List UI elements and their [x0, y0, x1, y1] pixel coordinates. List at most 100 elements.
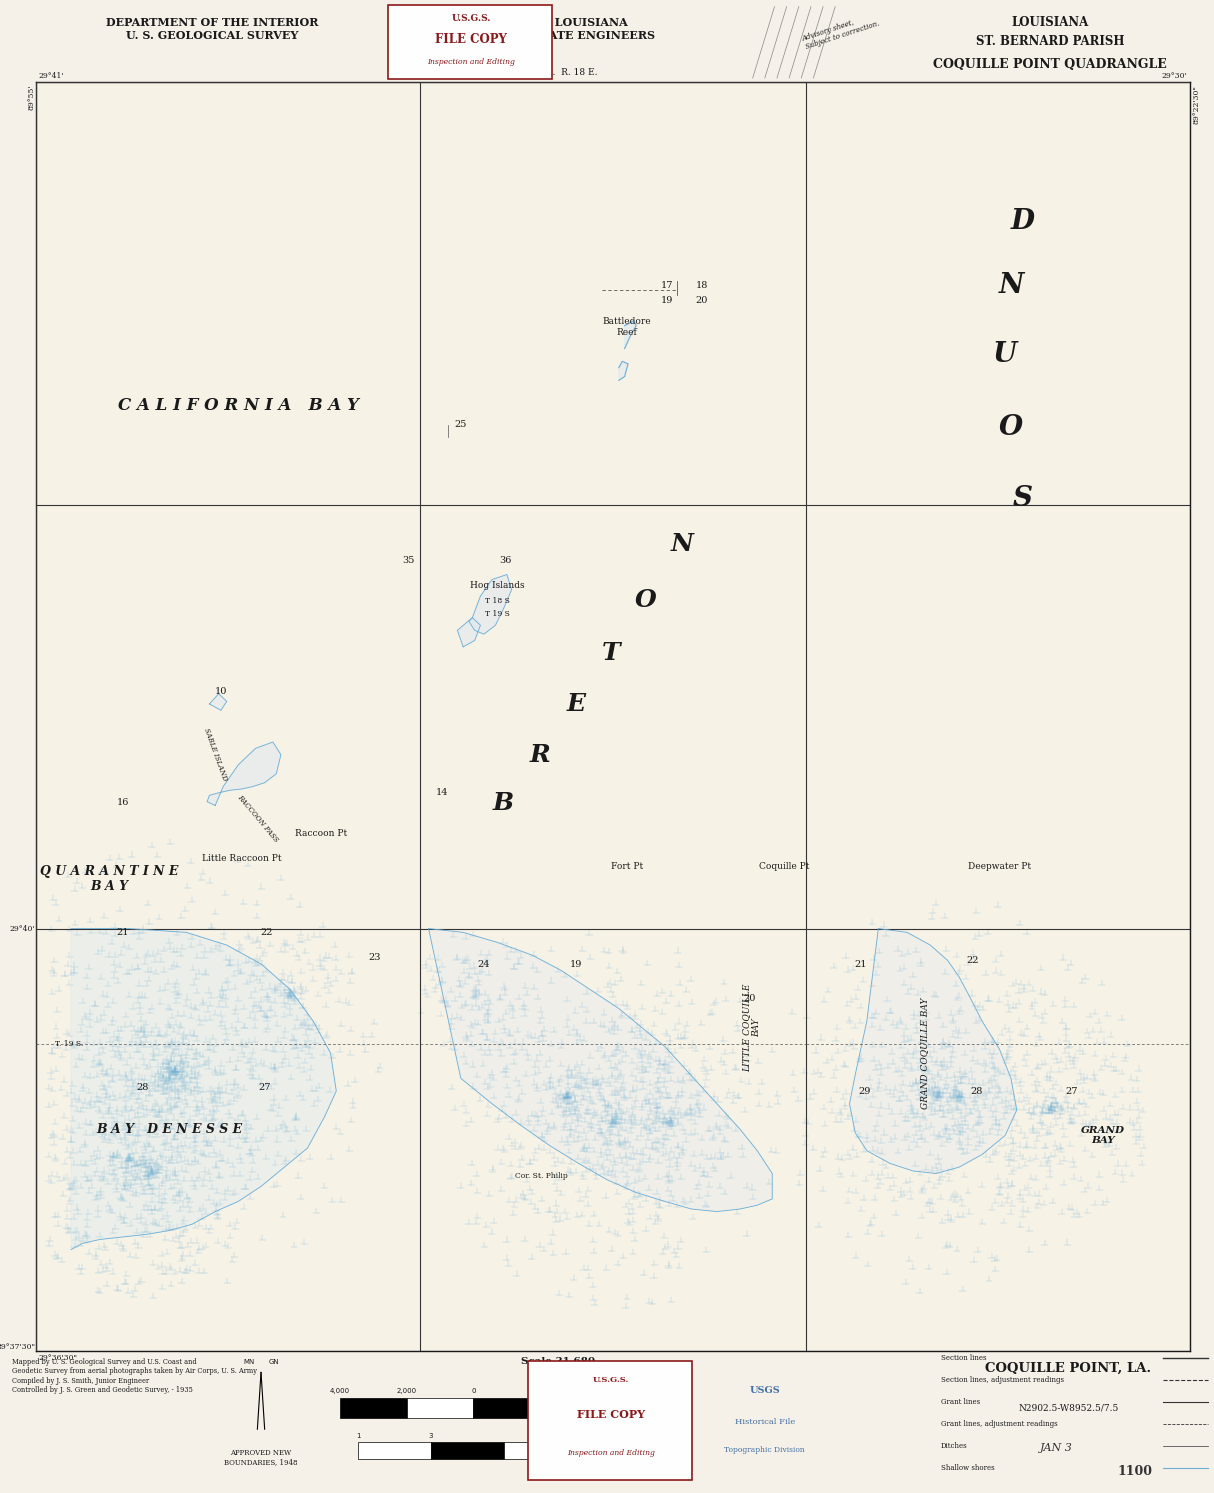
Text: 14: 14: [436, 788, 449, 797]
Text: T: T: [601, 640, 620, 666]
Text: 21: 21: [855, 960, 867, 969]
Text: GN: GN: [270, 1359, 279, 1365]
Text: 8,000 Feet: 8,000 Feet: [589, 1387, 625, 1394]
Text: Little Raccoon Pt: Little Raccoon Pt: [202, 854, 282, 863]
Text: 18: 18: [696, 281, 708, 290]
Text: 19: 19: [571, 960, 583, 969]
Text: 21: 21: [117, 927, 129, 938]
Text: DEPARTMENT OF THE INTERIOR
U. S. GEOLOGICAL SURVEY: DEPARTMENT OF THE INTERIOR U. S. GEOLOGI…: [107, 16, 318, 40]
Text: Mapped by U. S. Geological Survey and U.S. Coast and
Geodetic Survey from aerial: Mapped by U. S. Geological Survey and U.…: [12, 1359, 257, 1394]
Text: 29°36'30": 29°36'30": [39, 1354, 78, 1362]
Text: 16: 16: [117, 799, 129, 808]
Text: N: N: [998, 272, 1023, 299]
Bar: [431, 1442, 504, 1459]
Bar: [340, 1397, 407, 1418]
Text: LITTLE COQUILLE
BAY: LITTLE COQUILLE BAY: [742, 984, 761, 1072]
Text: 25: 25: [455, 420, 467, 430]
Text: Raccoon Pt: Raccoon Pt: [295, 829, 347, 838]
Text: 36: 36: [500, 555, 512, 564]
Polygon shape: [209, 694, 227, 711]
Text: 1100: 1100: [1118, 1465, 1152, 1478]
Text: 3: 3: [429, 1433, 433, 1439]
Text: O: O: [635, 588, 657, 612]
Text: 28: 28: [136, 1082, 148, 1091]
Text: 2 Kilometers: 2 Kilometers: [555, 1433, 599, 1439]
Text: 24: 24: [477, 960, 490, 969]
Text: Grant lines: Grant lines: [941, 1399, 980, 1406]
Text: STATE OF LOUISIANA
BOARD OF STATE ENGINEERS: STATE OF LOUISIANA BOARD OF STATE ENGINE…: [461, 16, 656, 40]
Text: 29°41': 29°41': [39, 72, 64, 79]
Text: SABLE ISLAND: SABLE ISLAND: [202, 727, 228, 782]
Text: GRAND COQUILLE BAY: GRAND COQUILLE BAY: [920, 997, 929, 1109]
Text: Historical File: Historical File: [734, 1418, 795, 1426]
Text: 2,000: 2,000: [397, 1387, 416, 1394]
Text: 1: 1: [356, 1433, 361, 1439]
Text: Ditches: Ditches: [941, 1442, 968, 1450]
Text: 89°22'30": 89°22'30": [1192, 85, 1199, 124]
Text: 22: 22: [966, 956, 980, 964]
Text: 27: 27: [259, 1082, 271, 1091]
Text: O: O: [999, 414, 1023, 440]
Text: Advisory sheet,
Subject to correction.: Advisory sheet, Subject to correction.: [801, 10, 880, 51]
Polygon shape: [469, 575, 511, 635]
Bar: [358, 1442, 431, 1459]
Text: B: B: [493, 791, 514, 815]
Text: Deepwater Pt: Deepwater Pt: [968, 861, 1031, 870]
Text: T 19 S: T 19 S: [486, 609, 510, 618]
Text: D: D: [1010, 208, 1034, 236]
Text: ST. BERNARD PARISH: ST. BERNARD PARISH: [976, 34, 1124, 48]
Text: 28: 28: [970, 1087, 982, 1096]
Text: 89°55': 89°55': [27, 85, 35, 110]
Text: N: N: [671, 532, 693, 555]
Bar: [504, 1442, 577, 1459]
Text: 22: 22: [261, 927, 273, 938]
Polygon shape: [458, 618, 481, 646]
Text: 29: 29: [858, 1087, 870, 1096]
Text: 0: 0: [471, 1387, 476, 1394]
Text: T. 19 S.: T. 19 S.: [55, 1041, 83, 1048]
Bar: [407, 1397, 473, 1418]
Text: COQUILLE POINT QUADRANGLE: COQUILLE POINT QUADRANGLE: [934, 58, 1167, 70]
Text: Shallow shores: Shallow shores: [941, 1465, 994, 1472]
Text: 20: 20: [743, 994, 755, 1003]
Text: 27: 27: [1066, 1087, 1078, 1096]
Text: C A L I F O R N I A   B A Y: C A L I F O R N I A B A Y: [118, 397, 358, 414]
Text: JAN 3: JAN 3: [1039, 1442, 1073, 1453]
Text: Coquille Pt: Coquille Pt: [759, 861, 809, 870]
Text: Inspection and Editing: Inspection and Editing: [567, 1450, 654, 1457]
Text: U: U: [993, 342, 1017, 369]
Polygon shape: [624, 321, 636, 349]
Text: 10: 10: [215, 687, 227, 696]
Text: Section lines: Section lines: [941, 1354, 986, 1362]
Text: Grant lines, adjustment readings: Grant lines, adjustment readings: [941, 1420, 1057, 1429]
Text: 89°37'30": 89°37'30": [0, 1344, 35, 1351]
Text: 29°40': 29°40': [10, 924, 35, 933]
Text: GRAND
BAY: GRAND BAY: [1082, 1126, 1125, 1145]
Text: R. 17 E.  R. 18 E.: R. 17 E. R. 18 E.: [520, 67, 597, 76]
Text: 35: 35: [403, 555, 415, 564]
Text: 20: 20: [696, 296, 708, 305]
Text: T 18 S: T 18 S: [486, 597, 510, 605]
Text: USGS: USGS: [749, 1387, 781, 1396]
Text: RACCOON PASS: RACCOON PASS: [236, 793, 280, 844]
Polygon shape: [429, 929, 772, 1212]
Text: Cor. St. Philip: Cor. St. Philip: [515, 1172, 568, 1179]
Text: 4,000: 4,000: [531, 1387, 550, 1394]
Text: 29°30': 29°30': [1162, 72, 1187, 79]
Bar: [540, 1397, 607, 1418]
Text: 4,000: 4,000: [330, 1387, 350, 1394]
Text: LOUISIANA: LOUISIANA: [1011, 16, 1089, 30]
Text: FILE COPY: FILE COPY: [577, 1409, 645, 1420]
Text: FILE COPY: FILE COPY: [435, 33, 507, 46]
Text: MN: MN: [243, 1359, 255, 1365]
Text: N2902.5-W8952.5/7.5: N2902.5-W8952.5/7.5: [1019, 1403, 1118, 1412]
Text: COQUILLE POINT, LA.: COQUILLE POINT, LA.: [986, 1362, 1151, 1375]
Text: Q U A R A N T I N E
B A Y: Q U A R A N T I N E B A Y: [40, 864, 178, 893]
Text: Inspection and Editing: Inspection and Editing: [427, 58, 515, 66]
Text: Fort Pt: Fort Pt: [611, 861, 643, 870]
Polygon shape: [619, 361, 628, 381]
Text: U.S.G.S.: U.S.G.S.: [592, 1375, 629, 1384]
Text: E: E: [567, 691, 585, 717]
Text: APPROVED NEW
BOUNDARIES, 1948: APPROVED NEW BOUNDARIES, 1948: [225, 1448, 297, 1466]
Text: B A Y   D E N E S S E: B A Y D E N E S S E: [96, 1123, 242, 1136]
